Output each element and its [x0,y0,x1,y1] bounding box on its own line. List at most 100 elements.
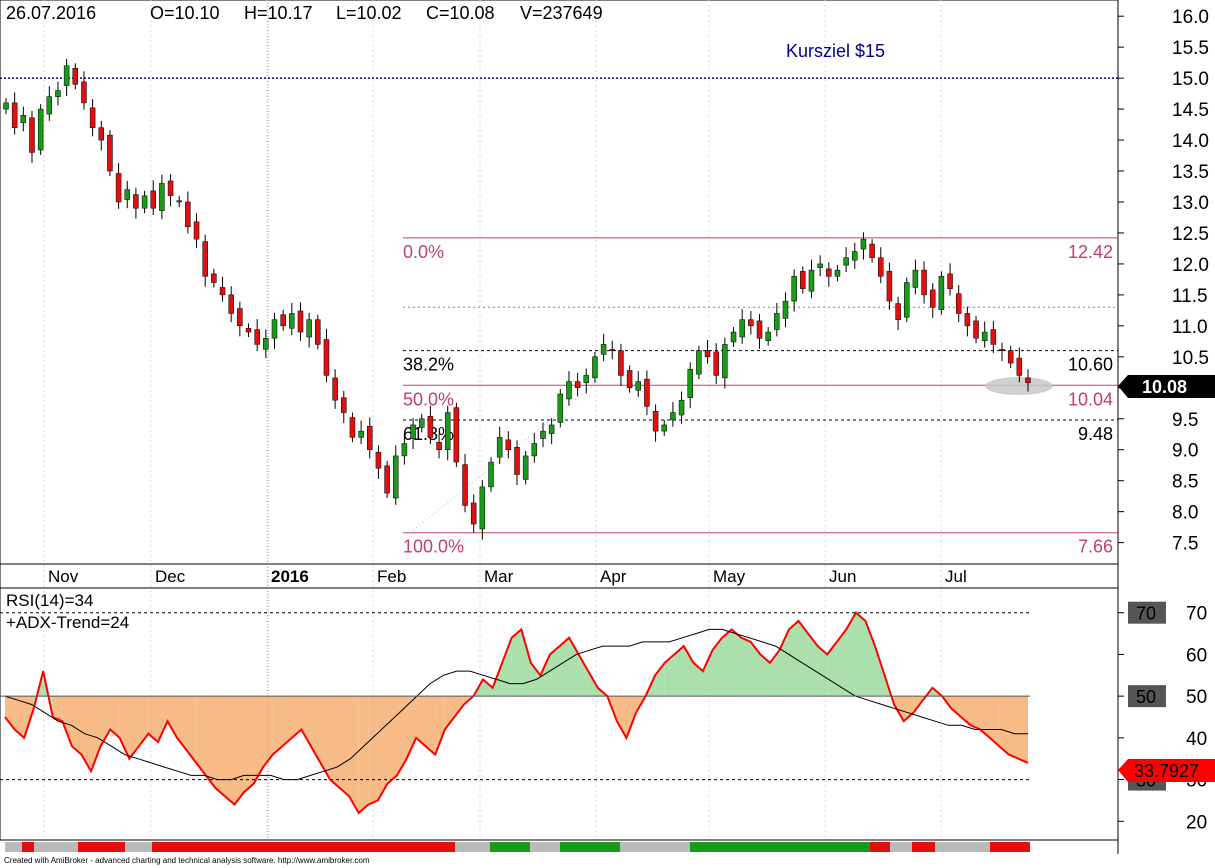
candle-body [635,381,642,391]
x-tick-label: Nov [48,567,79,586]
rsi-fill-segment [569,637,579,697]
rsi-fill-segment [846,612,856,697]
candle-body [3,102,9,110]
candle-body [167,180,174,197]
rsi-fill-segment [588,671,598,697]
rsi-fill-segment [272,696,283,755]
candle-body [237,308,243,327]
candle-body [271,319,278,339]
highlight-ellipse [985,377,1053,395]
candle-body [990,329,997,345]
fib-price-label: 9.48 [1078,424,1113,444]
candle-body [436,442,442,450]
rsi-fill-segment [291,696,302,738]
candle-body [696,350,702,375]
candle-body [903,282,910,318]
candle-body [289,313,295,329]
candle-body [115,173,122,203]
candle-body [219,287,226,296]
candle-body [254,329,260,345]
candle-body [159,183,165,211]
candle-body [548,424,555,434]
x-axis-labels: Nov Dec 2016 Feb Mar Apr May Jun Jul [48,567,967,586]
rsi-line [4,611,1029,815]
fib-price-label: 10.04 [1068,389,1113,409]
candle-body [418,418,425,428]
candle-body [98,127,105,141]
candle-body [730,331,737,343]
rsi-tick-label: 60 [1186,645,1207,666]
indicator-panel-frame [0,587,1119,841]
price-tick-label: 13.5 [1172,162,1209,183]
rsi-fill-segment [157,696,168,743]
last-rsi-text: 33.7927 [1134,761,1199,781]
header-volume: V=237649 [520,3,603,23]
candle-body [410,424,416,439]
trend-strip-segment [5,842,22,852]
rsi-fill-segment [215,696,225,797]
rsi-fill-segment [5,696,15,730]
candle-body [496,437,503,458]
candle-body [774,313,780,330]
candle-body [999,349,1005,351]
rsi-fill-segment [377,696,388,801]
rsi-label: RSI(14)=34 [6,591,93,610]
trend-strip-segment [990,842,1030,852]
price-tick-label: 10.5 [1172,348,1209,369]
rsi-fill-segment [655,662,665,697]
candle-body [626,370,633,389]
candle-body [72,67,79,85]
candle-body [817,263,823,268]
rsi-fill-segment [712,637,723,697]
rsi-tick-label: 40 [1186,729,1207,750]
candle-body [652,411,659,432]
fib-pct-label: 38.2% [403,355,454,375]
candle-body [739,319,745,338]
price-tick-label: 12.0 [1172,255,1209,276]
candle-body [661,424,667,432]
rsi-fill-segment [416,696,426,747]
candle-body [782,300,789,319]
candle-body [540,430,546,439]
candle-body [392,455,399,499]
rsi-fill-segment [110,696,120,738]
rsi-fill-segment [722,629,732,697]
rsi-level-label: 50 [1136,687,1156,707]
candle-body [245,328,252,333]
candle-body [834,269,841,277]
trend-strip-segment [455,842,490,852]
candle-body [193,221,200,240]
rsi-fill-segment [559,637,570,697]
trend-strip-segment [34,842,48,852]
rsi-fill-segment [444,696,455,730]
rsi-fill-segment [989,696,1000,747]
candle-body [37,108,44,151]
rsi-fill-segment [693,662,703,697]
price-axis: 16.0 15.5 15.0 14.5 14.0 13.5 13.0 12.5 12.0 11.5… [1118,7,1209,555]
rsi-fill-segment [301,696,311,747]
fib-price-label: 7.66 [1078,537,1113,557]
price-tick-label: 8.5 [1172,472,1198,493]
candle-body [860,238,867,250]
trend-strip-segment [935,842,990,852]
candle-body [557,393,564,423]
rsi-fill-segment [760,654,770,697]
candle-body [185,201,191,228]
candle-body [444,412,451,450]
rsi-level-badge [1128,601,1166,624]
candle-body [384,465,390,494]
rsi-level-label: 70 [1136,604,1156,624]
trend-strip-segment [560,842,620,852]
candle-body [470,502,477,525]
candle-body [583,375,590,384]
footer-credit: Created with AmiBroker - advanced charti… [0,854,1215,868]
rsi-fill-segment [263,696,273,768]
candle-body [401,443,408,457]
candle-body [176,200,182,203]
fib-price-label: 12.42 [1068,242,1113,262]
adx-label: +ADX-Trend=24 [6,613,129,632]
candle-body [921,269,927,296]
candle-body [981,331,988,341]
candle-body [973,320,979,339]
rsi-fill-segment [540,654,550,697]
